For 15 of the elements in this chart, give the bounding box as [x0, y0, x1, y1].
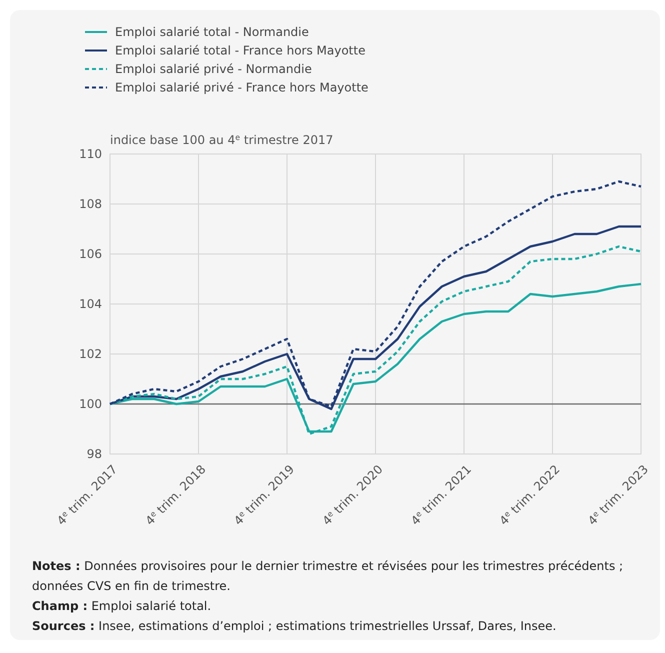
text: Notes : Données provisoires pour le dernier trimestre et révisées pour les trimestres précédents ; données CVS en fin de trimestre.: [32, 559, 624, 593]
y-tick-label: 100: [79, 396, 102, 411]
y-tick-label: 104: [79, 296, 102, 311]
legend-label: Emploi salarié total - Normandie: [115, 25, 309, 39]
y-tick-label: 110: [79, 146, 102, 161]
source-note: Sources : Insee, estimations d’emploi ; estimations trimestrielles Urssaf, Dares, Insee.: [32, 619, 556, 633]
y-tick-label: 108: [79, 196, 102, 211]
y-tick-label: 102: [79, 346, 102, 361]
text: Champ : Emploi salarié total.: [32, 599, 212, 613]
y-tick-label: 98: [86, 446, 102, 461]
y-tick-label: 106: [79, 246, 102, 261]
legend-label: Emploi salarié total - France hors Mayotte: [115, 44, 366, 58]
y-axis-title: indice base 100 au 4$^{e}$ trimestre 2017: [110, 132, 334, 147]
legend-label: Emploi salarié privé - Normandie: [115, 62, 312, 76]
legend-label: Emploi salarié privé - France hors Mayotte: [115, 80, 368, 94]
